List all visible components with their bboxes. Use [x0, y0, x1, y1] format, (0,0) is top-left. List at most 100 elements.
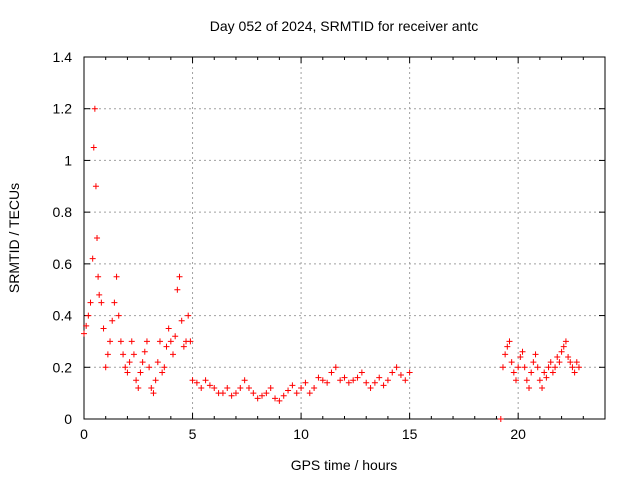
data-point: [98, 299, 105, 306]
data-point: [528, 369, 535, 376]
data-point: [289, 382, 296, 389]
data-point: [135, 384, 142, 391]
axis-ticks: 0 5 10 15 20 0 0.2 0.4 0.6 0.8 1 1.2 1.4: [53, 49, 605, 442]
data-point: [137, 369, 144, 376]
data-point: [267, 384, 274, 391]
data-point: [120, 351, 127, 358]
data-point: [272, 395, 279, 402]
data-point: [371, 379, 378, 386]
data-point: [91, 105, 98, 112]
data-point: [219, 390, 226, 397]
data-point: [163, 343, 170, 350]
data-point: [111, 299, 118, 306]
data-point: [384, 377, 391, 384]
data-point: [178, 317, 185, 324]
data-point: [504, 343, 511, 350]
data-point: [206, 382, 213, 389]
data-point: [263, 390, 270, 397]
y-tick-label: 0.8: [53, 204, 73, 220]
data-point: [569, 364, 576, 371]
data-point: [575, 364, 582, 371]
data-point: [306, 390, 313, 397]
data-point: [367, 384, 374, 391]
data-point: [141, 348, 148, 355]
data-point: [245, 384, 252, 391]
data-point: [259, 392, 266, 399]
data-point: [94, 235, 101, 241]
data-point: [497, 416, 504, 422]
y-tick-label: 1.2: [53, 101, 73, 117]
data-point: [506, 338, 513, 345]
data-point: [180, 343, 187, 350]
data-point: [280, 392, 287, 399]
data-point: [211, 384, 218, 391]
data-point: [237, 384, 244, 391]
data-point: [95, 273, 102, 280]
data-point: [87, 299, 94, 306]
y-tick-label: 0: [64, 411, 72, 427]
data-point: [130, 351, 137, 358]
data-point: [146, 364, 153, 371]
data-point: [232, 390, 239, 397]
data-point: [150, 390, 157, 397]
data-point: [107, 338, 114, 345]
y-tick-label: 0.2: [53, 359, 73, 375]
y-tick-label: 0.4: [53, 308, 73, 324]
data-point: [165, 325, 172, 332]
grid-lines: [84, 57, 605, 419]
data-point: [545, 364, 552, 371]
data-point: [397, 372, 404, 379]
data-point: [100, 325, 107, 332]
plot-frame: [83, 56, 606, 420]
y-tick-label: 1.4: [53, 49, 73, 65]
data-point: [515, 364, 522, 371]
x-axis-label: GPS time / hours: [291, 457, 398, 473]
data-point: [126, 359, 133, 366]
data-point: [389, 369, 396, 376]
data-point: [193, 379, 200, 386]
data-point: [85, 312, 92, 319]
data-point: [298, 384, 305, 391]
x-tick-label: 20: [510, 426, 526, 442]
data-point: [541, 369, 548, 376]
data-point: [143, 338, 150, 345]
data-point: [556, 359, 563, 366]
data-point: [543, 374, 550, 381]
data-point: [380, 382, 387, 389]
data-point: [552, 364, 559, 371]
data-point: [96, 291, 103, 298]
data-point: [185, 312, 192, 319]
data-point: [341, 374, 348, 381]
data-point: [554, 353, 561, 360]
data-point: [276, 397, 283, 404]
data-point: [174, 286, 181, 293]
data-point: [539, 384, 546, 391]
data-point: [117, 338, 124, 345]
data-point: [324, 379, 331, 386]
data-point: [176, 273, 183, 280]
data-point: [128, 338, 135, 345]
data-point: [558, 348, 565, 355]
data-point: [187, 338, 194, 345]
data-point: [89, 255, 96, 262]
data-point: [519, 348, 526, 355]
data-point: [311, 384, 318, 391]
data-point: [81, 330, 87, 337]
x-tick-label: 10: [293, 426, 309, 442]
data-point: [124, 369, 131, 376]
y-axis-label: SRMTID / TECUs: [6, 183, 22, 293]
data-point: [532, 351, 539, 358]
data-point: [376, 374, 383, 381]
data-point: [83, 322, 90, 329]
data-point: [172, 333, 179, 340]
data-point: [241, 377, 248, 384]
data-point: [285, 387, 292, 394]
data-point: [499, 364, 506, 371]
data-point: [337, 377, 344, 384]
data-point: [139, 359, 146, 366]
data-point: [198, 384, 205, 391]
data-point: [536, 377, 543, 384]
data-point: [170, 351, 177, 358]
x-tick-label: 15: [402, 426, 418, 442]
